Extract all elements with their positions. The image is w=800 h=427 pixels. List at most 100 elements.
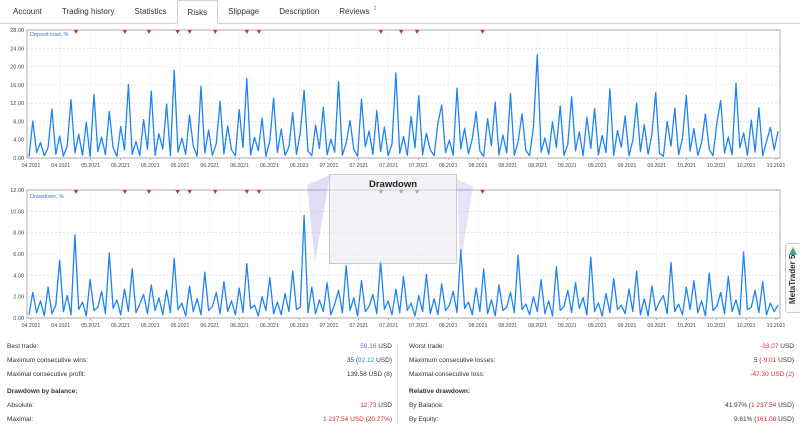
drawdown-data-point (342, 312, 343, 314)
absolute-drawdown-label: Absolute: (7, 402, 35, 409)
drawdown-data-point (578, 308, 580, 309)
deposit-load-data-point (154, 154, 156, 156)
deposit-load-data-point (594, 108, 595, 109)
tab-statistics[interactable]: Statistics (125, 0, 177, 23)
tab-reviews[interactable]: Reviews 2 (329, 0, 379, 23)
tab-account[interactable]: Account (3, 0, 52, 23)
drawdown-data-point (338, 289, 339, 291)
drawdown-data-point (693, 280, 695, 282)
deposit-load-data-point (231, 149, 232, 151)
drawdown-data-point (124, 288, 125, 290)
drawdown-data-point (74, 234, 76, 236)
drawdown-data-point (636, 270, 637, 272)
drawdown-data-point (433, 298, 435, 300)
deposit-load-data-point (689, 150, 691, 152)
drawdown-data-point (410, 302, 412, 304)
absolute-drawdown-row: Absolute: 12.73 USD (7, 399, 392, 413)
drawdown-data-point (177, 309, 179, 310)
maximal-drawdown-value: 1 237.54 USD (20.27%) (322, 416, 392, 423)
drawdown-data-point (364, 311, 366, 312)
maximal-drawdown-row: Maximal: 1 237.54 USD (20.27%) (7, 413, 392, 427)
deposit-load-ytick-label: 16.00 (10, 83, 24, 89)
deposit-load-data-point (319, 148, 320, 149)
deposit-load-event-marker (244, 30, 250, 34)
deposit-load-data-point (326, 154, 328, 156)
stats-left-column: Best trade: 59.16 USD Maximum consecutiv… (7, 340, 392, 427)
deposit-load-data-point (219, 100, 221, 102)
deposit-load-data-point (192, 145, 194, 147)
deposit-load-data-point (395, 72, 397, 74)
drawdown-data-point (192, 311, 194, 312)
drawdown-data-point (399, 312, 401, 314)
best-trade-unit: USD (376, 343, 392, 350)
drawdown-data-point (238, 287, 240, 289)
deposit-load-chart-svg: 0.00 4.00 8.00 12.00 16.00 20.00 24.00 28.00 04.… (10, 28, 785, 169)
deposit-load-data-point (322, 106, 324, 108)
watermark-logo (307, 175, 473, 267)
drawdown-data-point (63, 311, 64, 312)
tab-label: Risks (187, 8, 208, 17)
deposit-load-data-point (418, 95, 420, 97)
deposit-load-data-point (536, 54, 538, 56)
drawdown-xtick-label: 06.2021 (200, 323, 219, 329)
drawdown-data-point (223, 281, 225, 283)
worst-trade-value-group: -33.07 USD (760, 340, 794, 354)
drawdown-data-point (544, 313, 546, 315)
deposit-load-data-point (498, 154, 500, 156)
drawdown-data-point (147, 313, 148, 315)
deposit-load-data-point (445, 152, 446, 153)
deposit-load-data-point (223, 153, 225, 155)
deposit-load-event-marker (256, 30, 262, 34)
max-consecutive-losses-row: Maximum consecutive losses: 5 (-9.01 USD… (409, 354, 794, 368)
drawdown-data-point (326, 282, 328, 284)
drawdown-data-point (357, 315, 358, 317)
best-trade-row: Best trade: 59.16 USD (7, 340, 392, 354)
deposit-load-data-point (55, 153, 57, 155)
drawdown-data-point (116, 299, 118, 301)
deposit-load-event-marker (213, 30, 218, 34)
tab-slippage[interactable]: Slippage (218, 0, 269, 23)
drawdown-xtick-label: 10.2021 (707, 323, 726, 329)
metatrader5-side-tab[interactable]: MetaTrader 5 (785, 243, 800, 313)
drawdown-data-point (166, 289, 167, 291)
drawdown-data-point (273, 313, 274, 315)
deposit-load-data-point (517, 141, 519, 143)
drawdown-data-point (139, 303, 141, 305)
deposit-load-data-point (483, 155, 485, 157)
drawdown-data-point (640, 314, 641, 316)
tab-risks[interactable]: Risks (176, 0, 219, 24)
deposit-load-data-point (406, 154, 408, 156)
drawdown-xtick-label: 07.2021 (379, 323, 398, 329)
deposit-load-data-point (273, 97, 274, 99)
drawdown-xtick-label: 09.2021 (647, 323, 666, 329)
deposit-load-data-point (456, 87, 458, 89)
deposit-load-data-point (464, 127, 465, 129)
drawdown-data-point (571, 312, 572, 314)
deposit-load-data-point (97, 151, 99, 152)
tab-description[interactable]: Description (269, 0, 329, 23)
deposit-load-data-point (739, 147, 741, 149)
deposit-load-xtick-label: 08.2021 (469, 163, 488, 169)
deposit-load-ytick-label: 24.00 (10, 46, 24, 52)
drawdown-xtick-label: 08.2021 (469, 323, 488, 329)
deposit-load-data-point (712, 155, 714, 157)
drawdown-event-marker (73, 190, 79, 194)
deposit-load-data-point (651, 133, 653, 135)
tab-label: Reviews (339, 7, 370, 16)
deposit-load-data-point (384, 126, 385, 128)
deposit-load-data-point (380, 151, 381, 152)
deposit-load-xtick-label: 05.2021 (81, 163, 100, 169)
deposit-load-event-marker (399, 30, 404, 34)
deposit-load-data-point (678, 154, 679, 156)
drawdown-data-point (762, 281, 764, 283)
drawdown-data-point (47, 286, 49, 288)
drawdown-data-point (112, 308, 114, 309)
tab-trading-history[interactable]: Trading history (52, 0, 125, 23)
drawdown-data-point (533, 296, 534, 298)
deposit-load-event-marker (73, 30, 79, 34)
deposit-load-data-point (655, 92, 657, 93)
by-balance-percent: 41.97% ( (724, 402, 751, 409)
drawdown-data-point (567, 289, 569, 291)
deposit-load-data-point (150, 90, 152, 92)
deposit-load-data-point (43, 155, 45, 157)
